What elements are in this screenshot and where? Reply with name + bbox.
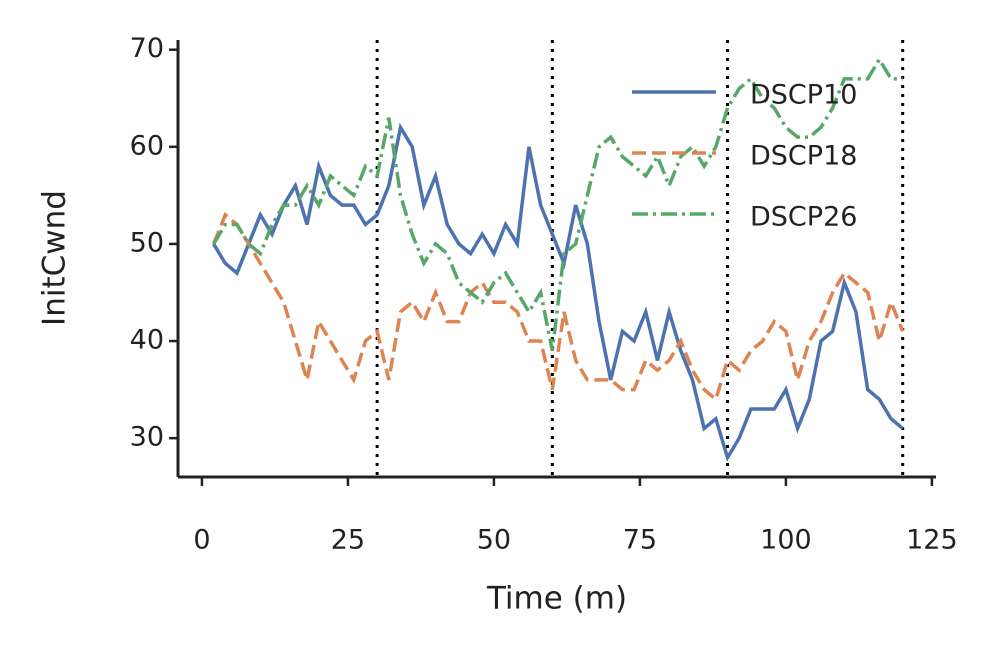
x-tick-label: 50: [477, 525, 511, 556]
series-line: [211, 211, 905, 403]
series-line: [212, 122, 904, 462]
y-tick-label: 70: [130, 33, 164, 64]
legend-label: DSCP26: [750, 202, 857, 233]
x-tick-label: 0: [193, 525, 210, 556]
x-tick-label: 25: [331, 525, 365, 556]
y-tick-label: 60: [130, 130, 164, 161]
x-tick-label: 100: [760, 525, 812, 556]
legend-label: DSCP18: [750, 141, 857, 172]
y-axis-label: InitCwnd: [37, 190, 73, 326]
y-tick-label: 40: [130, 325, 164, 356]
series-line: [212, 56, 903, 352]
x-axis-label: Time (m): [486, 581, 627, 617]
y-tick-label: 30: [130, 422, 164, 453]
x-tick-label: 75: [623, 525, 657, 556]
x-tick-label: 125: [906, 525, 958, 556]
y-tick-label: 50: [130, 227, 164, 258]
legend-label: DSCP10: [750, 80, 857, 111]
